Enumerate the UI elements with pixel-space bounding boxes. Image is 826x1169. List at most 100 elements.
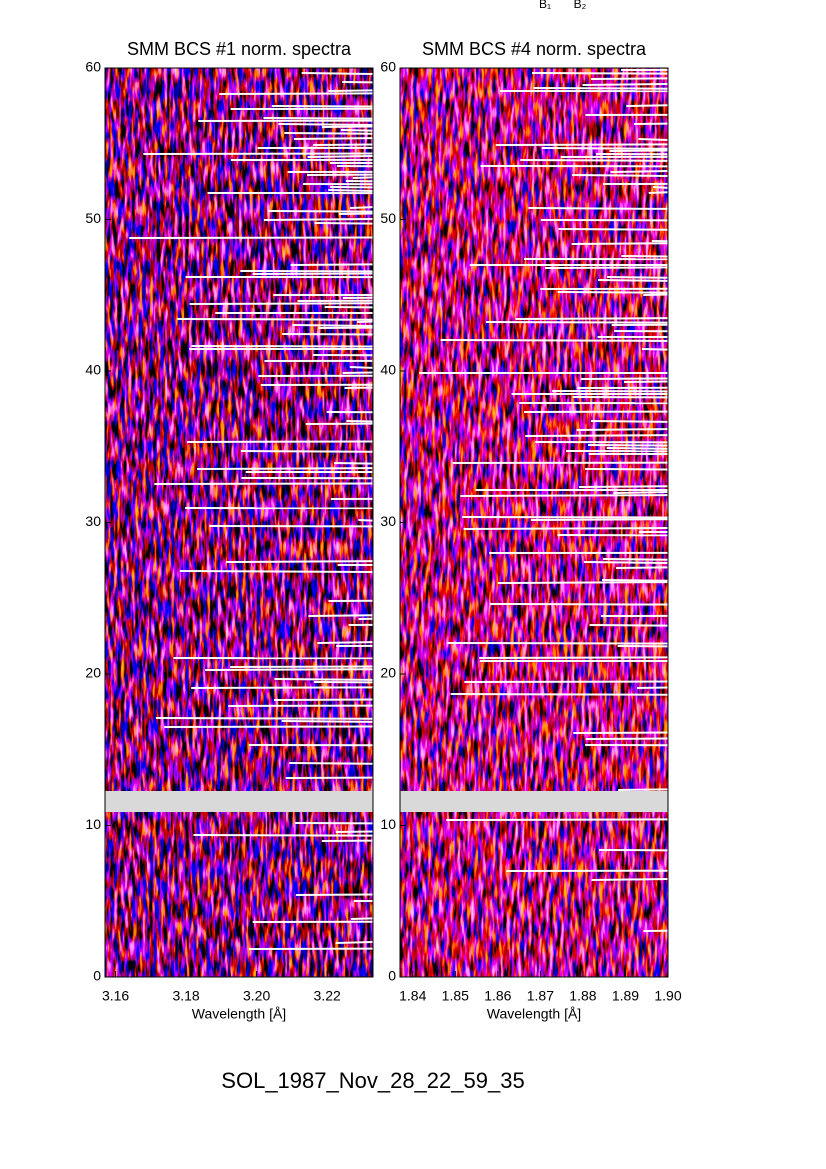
data-gap-line: [582, 83, 669, 86]
y-tick-label: 60: [85, 59, 101, 75]
data-gap-line: [606, 447, 669, 450]
y-tick-label: 50: [85, 210, 101, 226]
data-gap-line: [544, 266, 669, 269]
data-gap-line: [321, 125, 374, 128]
data-gap-line: [558, 228, 669, 231]
data-gap-line: [278, 123, 374, 126]
data-gap-line: [193, 834, 374, 837]
data-gap-line: [485, 321, 669, 324]
annotation: B₂: [574, 0, 587, 11]
data-gap-line: [357, 320, 374, 323]
data-gap-line: [447, 642, 669, 645]
data-gap-line: [576, 428, 669, 431]
data-gap-line: [590, 420, 669, 423]
data-gap-line: [352, 176, 374, 179]
y-tick-label: 10: [380, 816, 396, 832]
data-gap-line: [252, 272, 374, 275]
x-axis-label: Wavelength [Å]: [192, 1006, 286, 1022]
data-gap-line: [338, 212, 374, 215]
panel-title: SMM BCS #1 norm. spectra: [127, 39, 352, 59]
data-gap-line: [541, 147, 669, 150]
data-gap-line: [525, 434, 669, 437]
data-gap-line: [274, 678, 374, 681]
data-gap-line: [589, 624, 669, 627]
data-gap-line: [191, 686, 374, 689]
data-gap-line: [641, 348, 669, 351]
data-gap-line: [603, 558, 669, 561]
data-gap-line: [187, 440, 374, 443]
data-gap-line: [281, 720, 374, 723]
data-gap-line: [308, 614, 374, 617]
data-gap-line: [528, 207, 669, 210]
x-tick-label: 3.20: [243, 988, 270, 1004]
data-gap-line: [328, 89, 374, 92]
data-gap-line: [284, 132, 374, 135]
x-tick-label: 1.88: [569, 988, 596, 1004]
y-tick-label: 30: [85, 513, 101, 529]
data-gap-line: [579, 485, 669, 488]
data-gap-line: [532, 72, 669, 75]
data-gap-line: [446, 818, 669, 821]
data-gap-line: [581, 377, 669, 380]
footer: SOL_1987_Nov_28_22_59_35: [221, 1068, 524, 1093]
x-tick-label: 1.90: [654, 988, 681, 1004]
data-gap-line: [533, 87, 669, 90]
data-gap-line: [335, 941, 374, 944]
data-gap-line: [610, 170, 669, 173]
data-gap-line: [240, 450, 374, 453]
data-gap-line: [498, 581, 669, 584]
data-gap-line: [219, 92, 374, 95]
y-tick-label: 50: [380, 210, 396, 226]
x-tick-label: 1.86: [484, 988, 511, 1004]
data-gap-line: [301, 72, 374, 75]
data-gap-line: [479, 656, 669, 659]
data-gap-line: [294, 137, 374, 140]
data-gap-line: [263, 117, 374, 120]
data-gap-line: [273, 698, 374, 701]
data-gap-line: [358, 519, 374, 522]
data-gap-line: [571, 242, 669, 245]
data-gap-line: [307, 155, 374, 158]
data-gap-line: [606, 276, 669, 279]
data-gap-line: [349, 206, 374, 209]
data-gap-line: [292, 324, 374, 327]
data-gap-line: [189, 302, 374, 305]
data-gap-line: [440, 339, 669, 342]
x-tick-label: 3.18: [172, 988, 199, 1004]
data-gap-line: [530, 518, 669, 521]
data-gap-line: [334, 462, 374, 465]
x-tick-label: 1.89: [612, 988, 639, 1004]
x-tick-label: 3.16: [102, 988, 129, 1004]
data-gap-line: [191, 345, 374, 348]
data-gap-line: [164, 725, 374, 728]
data-gap-line: [179, 570, 374, 573]
data-gap-line: [557, 291, 669, 294]
x-tick-label: 1.85: [442, 988, 469, 1004]
data-gap-line: [652, 186, 669, 189]
y-tick-label: 10: [85, 816, 101, 832]
data-gap-line: [490, 603, 669, 606]
data-gap-line: [618, 788, 669, 791]
data-gap-line: [495, 143, 669, 146]
data-gap-line: [643, 293, 669, 296]
data-gap-line: [317, 641, 374, 644]
missing-data-band: [105, 791, 373, 812]
data-gap-line: [609, 149, 669, 152]
data-gap-line: [616, 566, 669, 569]
data-gap-line: [328, 189, 374, 192]
data-gap-line: [520, 159, 669, 162]
data-gap-line: [463, 527, 669, 530]
data-gap-line: [340, 129, 374, 132]
data-gap-line: [588, 444, 669, 447]
data-gap-line: [613, 491, 669, 494]
data-gap-line: [290, 263, 374, 266]
x-tick-label: 1.87: [527, 988, 554, 1004]
y-tick-label: 20: [85, 665, 101, 681]
data-gap-line: [314, 222, 374, 225]
data-gap-line: [648, 191, 669, 194]
y-tick-label: 0: [388, 968, 396, 984]
panel-title: SMM BCS #4 norm. spectra: [422, 39, 647, 59]
y-tick-label: 0: [93, 968, 101, 984]
data-gap-line: [350, 917, 374, 920]
